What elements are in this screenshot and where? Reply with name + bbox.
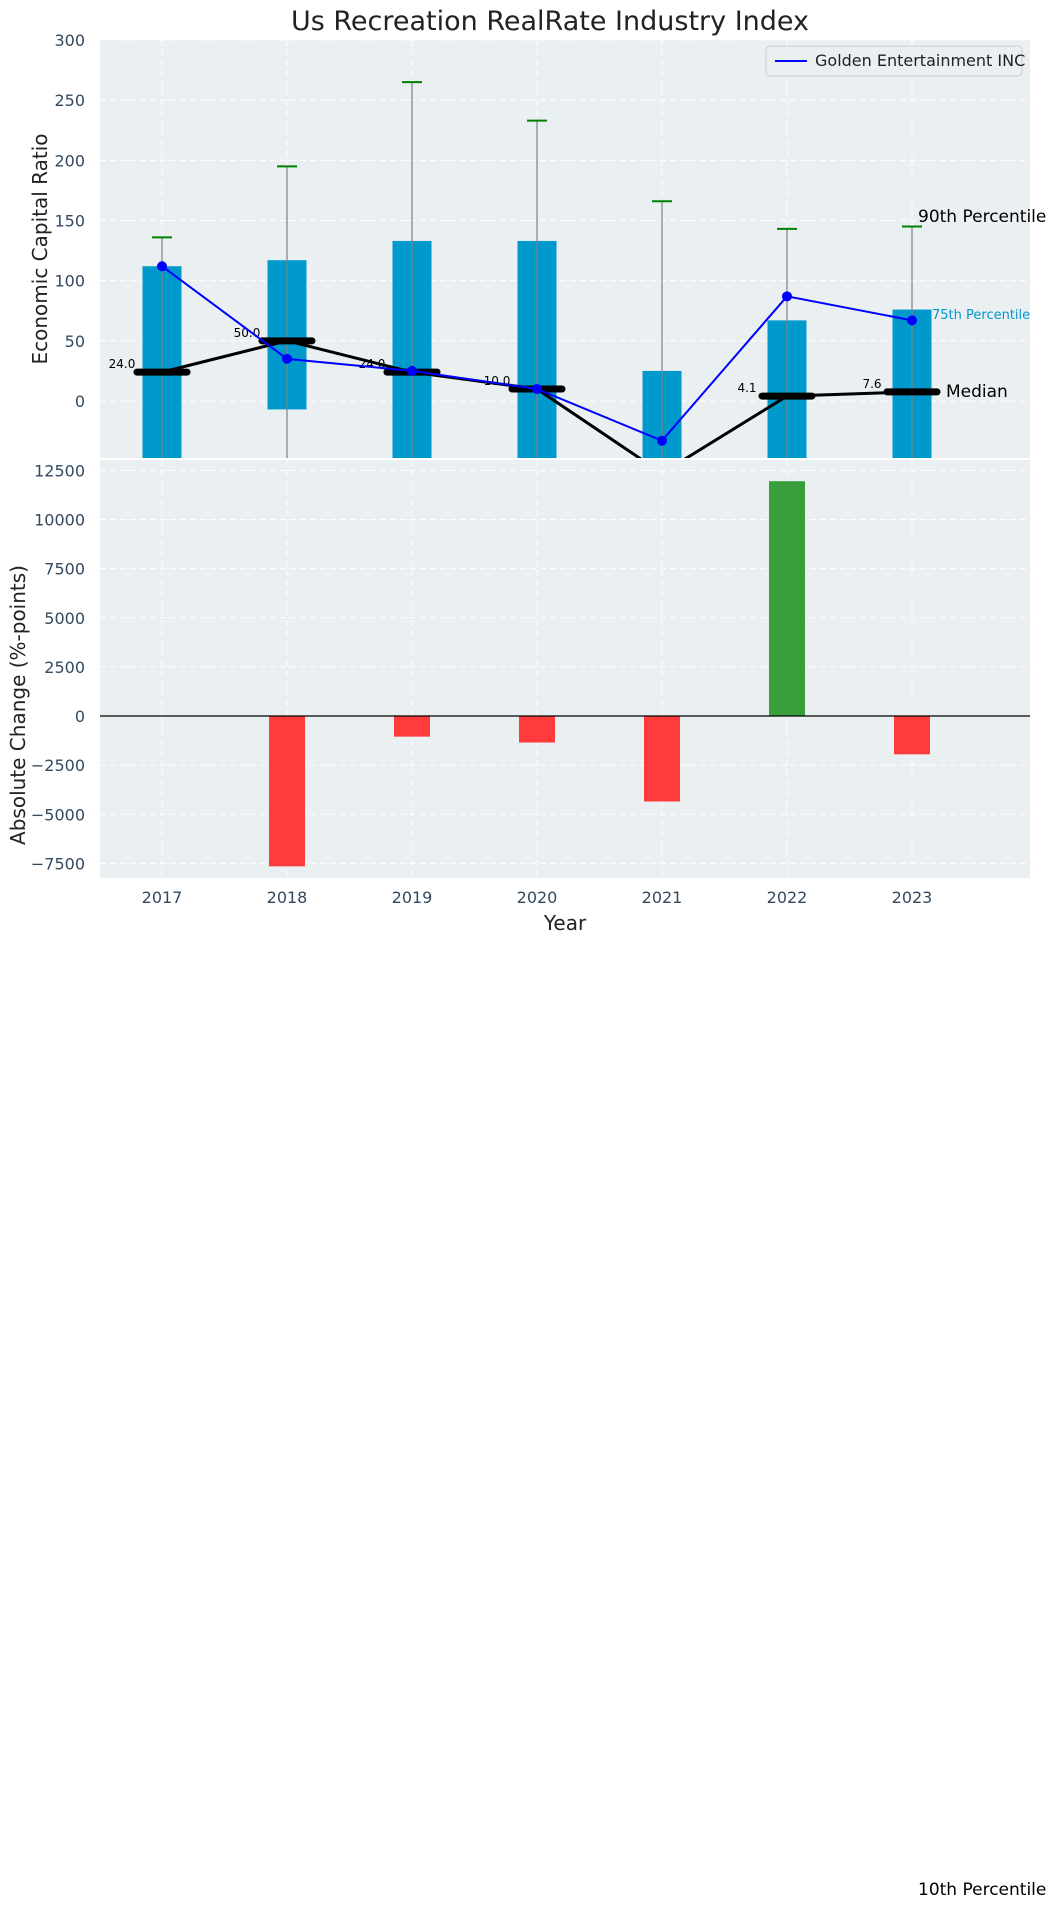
x-tick-label: 2017 — [142, 888, 183, 907]
top-y-axis-label: Economic Capital Ratio — [28, 133, 52, 364]
company-point — [782, 291, 792, 302]
company-point — [532, 383, 542, 394]
bottom-y-tick-label: 5000 — [44, 609, 85, 628]
median-value-label: 50.0 — [234, 326, 261, 340]
change-bar — [644, 716, 680, 802]
median-value-label: 7.6 — [862, 377, 881, 391]
x-tick-label: 2018 — [267, 888, 308, 907]
bottom-y-ticks: −7500 −5000 −2500 0 2500 5000 7500 10000 12500 — [31, 461, 85, 873]
top-y-tick-label: 250 — [54, 91, 85, 110]
top-grid — [100, 39, 1030, 458]
top-y-tick-label: 100 — [54, 272, 85, 291]
top-y-tick-label: 50 — [65, 332, 85, 351]
top-y-ticks: 0 50 100 150 200 250 300 — [54, 31, 85, 411]
change-bar — [769, 481, 805, 716]
bottom-y-tick-label: 12500 — [34, 461, 85, 480]
median-annotation: Median — [946, 382, 1008, 402]
bottom-y-tick-label: −7500 — [31, 854, 85, 873]
x-tick-label: 2019 — [392, 888, 433, 907]
bottom-y-tick-label: 10000 — [34, 511, 85, 530]
p75-annotation: 75th Percentile — [932, 308, 1030, 323]
company-point — [407, 365, 417, 376]
x-axis-ticks: 2017 2018 2019 2020 2021 2022 2023 — [142, 888, 933, 907]
bottom-y-tick-label: 0 — [75, 707, 85, 726]
top-y-tick-label: 0 — [75, 392, 85, 411]
x-tick-label: 2023 — [892, 888, 933, 907]
bottom-panel-background — [100, 460, 1030, 878]
change-bar — [894, 716, 930, 755]
legend-label: Golden Entertainment INC — [815, 51, 1025, 70]
top-marks: 24.050.024.010.04.1 7.6 — [109, 81, 941, 458]
median-value-label: 24.0 — [109, 357, 136, 371]
bottom-y-tick-label: −2500 — [31, 756, 85, 775]
legend: Golden Entertainment INC — [765, 45, 1025, 77]
x-tick-label: 2021 — [642, 888, 683, 907]
top-y-tick-label: 300 — [54, 31, 85, 50]
company-point — [907, 315, 917, 326]
bottom-y-tick-label: 7500 — [44, 560, 85, 579]
top-y-tick-label: 200 — [54, 151, 85, 170]
p90-annotation: 90th Percentile — [918, 207, 1046, 227]
top-y-tick-label: 150 — [54, 212, 85, 231]
bottom-y-axis-label: Absolute Change (%-points) — [6, 565, 30, 845]
company-point — [657, 435, 667, 446]
change-bar — [519, 716, 555, 743]
x-axis-label: Year — [543, 911, 587, 935]
company-point — [282, 353, 292, 364]
x-tick-label: 2022 — [767, 888, 808, 907]
chart-title: Us Recreation RealRate Industry Index — [291, 6, 809, 37]
bottom-y-tick-label: −5000 — [31, 805, 85, 824]
p10-annotation: 10th Percentile — [918, 1880, 1046, 1900]
change-bar — [269, 716, 305, 867]
legend-box — [765, 45, 1023, 77]
change-bar — [394, 716, 430, 737]
x-tick-label: 2020 — [517, 888, 558, 907]
median-value-label: 4.1 — [737, 381, 756, 395]
company-point — [157, 261, 167, 272]
bottom-marks — [100, 481, 1030, 867]
bottom-y-tick-label: 2500 — [44, 658, 85, 677]
median-value-label: 24.0 — [359, 357, 386, 371]
